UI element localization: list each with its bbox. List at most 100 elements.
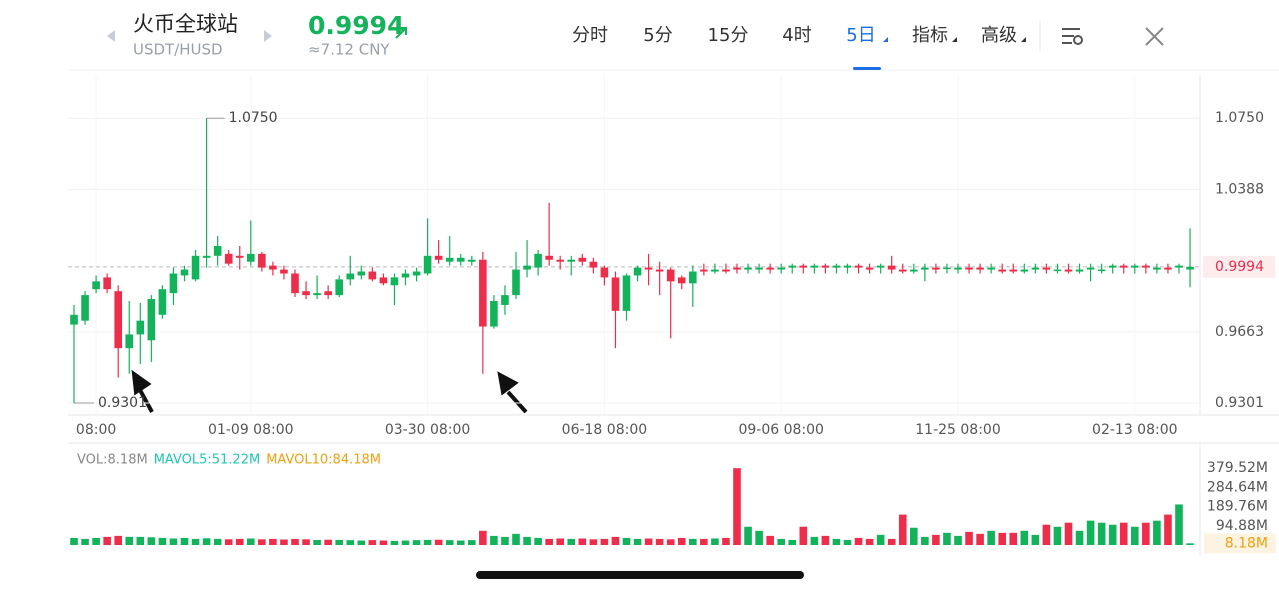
x-tick-label: 01-09 08:00 [208,422,293,438]
volume-bar [468,540,476,545]
volume-bar [887,538,896,545]
volume-bar [291,538,299,545]
candle-body [589,261,598,268]
volume-bar [722,537,730,545]
volume-bar [125,536,134,545]
candle-body [103,277,111,290]
candle-body [1153,267,1161,270]
close-button[interactable] [1145,27,1164,46]
candle-body [501,295,509,305]
candle-body [158,289,167,315]
dropdown-marker [883,37,888,42]
volume-bar [1064,522,1073,545]
volume-bar [180,537,189,545]
candle-body [434,255,443,260]
volume-bar [1186,543,1194,545]
y-tick-label: 0.9301 [1215,395,1264,411]
candle-body [722,269,730,272]
candle-body [1108,265,1117,268]
candle-body [136,320,145,335]
candle-body [921,267,929,270]
candle-body [247,253,255,262]
candle-body [379,277,388,284]
tab[interactable]: 指标 [912,25,948,46]
candle-body [169,273,178,294]
volume-bar [622,537,631,545]
volume-bar [258,539,266,545]
candle-body [1086,267,1095,270]
tab[interactable]: 15分 [708,25,749,46]
volume-bar [600,538,609,545]
volume-bar [70,537,78,545]
volume-bar [1009,532,1018,545]
candle-body [1042,267,1051,270]
tab[interactable]: 4时 [782,25,811,46]
candle-body [269,265,277,270]
tab[interactable]: 5分 [643,25,672,46]
dropdown-marker [1021,37,1026,42]
volume-bar [302,539,310,545]
volume-bar [357,540,366,545]
settings-icon[interactable] [1062,28,1083,45]
volume-bar [202,538,211,545]
candle-body [700,269,708,272]
volume-bar [755,530,763,545]
volume-bar [666,539,675,545]
volume-bar [943,532,951,545]
prev-arrow[interactable] [107,30,115,42]
volume-bar [556,538,564,545]
tab[interactable]: 分时 [572,25,608,46]
last-price-label: 0.9994 [1215,259,1264,275]
volume-bar [677,537,686,545]
candle-body [1075,269,1084,272]
candle-body [943,267,951,270]
candle-body [622,275,631,311]
candle-body [910,269,918,272]
candle-body [180,269,189,276]
candle-body [644,267,653,270]
volume-bar [213,538,222,545]
volume-legend: VOL:8.18M [77,453,148,468]
candle-body [821,265,830,268]
volume-bar [523,536,531,545]
min-label: 0.9301 [98,395,147,411]
volume-bar [578,538,587,545]
candle-body [191,255,200,280]
volume-bar [810,536,819,545]
candle-body [1053,269,1062,272]
candle-body [423,255,432,274]
candle-body [456,257,465,262]
tab-underline [853,67,881,70]
tab[interactable]: 5日 [846,25,875,46]
candle-body [512,269,520,296]
volume-bar [147,537,156,545]
candle-body [357,271,366,276]
x-tick-label: 11-25 08:00 [915,422,1000,438]
candle-body [1119,265,1128,268]
candle-body [777,267,785,270]
volume-last-label: 8.18M [1225,535,1268,551]
candle-body [412,271,421,276]
volume-bar [1042,524,1051,545]
candle-body [1009,269,1018,272]
candle-body [876,265,885,268]
candle-body [1131,265,1139,268]
volume-bar [545,538,553,545]
candle-body [235,255,244,258]
volume-bar [1086,520,1095,545]
volume-bar [368,540,377,545]
volume-bar [346,540,355,545]
home-indicator [476,571,804,579]
volume-tick-label: 94.88M [1216,518,1268,534]
candle-body [843,265,852,268]
candle-body [733,267,741,270]
candle-body [468,259,476,262]
candle-body [313,293,321,296]
tab[interactable]: 高级 [981,25,1017,46]
candle-body [633,267,642,276]
next-arrow[interactable] [264,30,272,42]
x-tick-label: 08:00 [76,422,116,438]
candle-body [854,265,863,268]
volume-bar [169,538,178,545]
